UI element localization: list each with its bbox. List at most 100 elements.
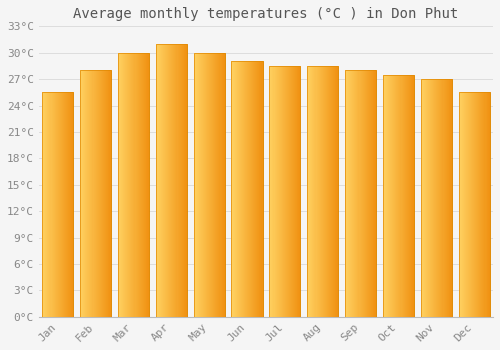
Bar	[334, 66, 335, 317]
Bar	[176, 44, 178, 317]
Bar	[104, 70, 105, 317]
Bar	[132, 53, 134, 317]
Bar	[396, 75, 398, 317]
Bar	[289, 66, 290, 317]
Bar	[199, 53, 200, 317]
Bar	[107, 70, 108, 317]
Bar	[408, 75, 409, 317]
Bar	[421, 79, 452, 317]
Bar	[165, 44, 166, 317]
Bar	[44, 92, 46, 317]
Bar	[125, 53, 126, 317]
Bar	[421, 79, 422, 317]
Bar	[383, 75, 414, 317]
Bar	[425, 79, 426, 317]
Bar	[136, 53, 138, 317]
Bar	[291, 66, 292, 317]
Bar	[280, 66, 282, 317]
Bar	[372, 70, 373, 317]
Bar	[446, 79, 448, 317]
Bar	[67, 92, 68, 317]
Bar	[69, 92, 70, 317]
Bar	[402, 75, 404, 317]
Bar	[368, 70, 369, 317]
Bar	[252, 62, 253, 317]
Bar	[298, 66, 300, 317]
Bar	[122, 53, 123, 317]
Bar	[143, 53, 144, 317]
Bar	[464, 92, 465, 317]
Bar	[82, 70, 83, 317]
Bar	[325, 66, 326, 317]
Bar	[260, 62, 262, 317]
Bar	[118, 53, 119, 317]
Bar	[434, 79, 435, 317]
Bar	[482, 92, 484, 317]
Bar	[68, 92, 69, 317]
Bar	[98, 70, 100, 317]
Bar	[472, 92, 473, 317]
Bar	[470, 92, 471, 317]
Bar	[144, 53, 145, 317]
Bar	[329, 66, 330, 317]
Bar	[126, 53, 127, 317]
Bar	[65, 92, 66, 317]
Bar	[473, 92, 474, 317]
Bar	[80, 70, 81, 317]
Bar	[156, 44, 187, 317]
Bar	[316, 66, 318, 317]
Bar	[123, 53, 124, 317]
Bar	[211, 53, 212, 317]
Bar	[438, 79, 440, 317]
Bar	[249, 62, 250, 317]
Bar	[174, 44, 176, 317]
Bar	[337, 66, 338, 317]
Bar	[283, 66, 284, 317]
Bar	[194, 53, 196, 317]
Bar	[106, 70, 107, 317]
Bar	[333, 66, 334, 317]
Bar	[307, 66, 338, 317]
Bar	[142, 53, 143, 317]
Bar	[109, 70, 110, 317]
Bar	[209, 53, 210, 317]
Bar	[349, 70, 350, 317]
Bar	[423, 79, 424, 317]
Bar	[475, 92, 476, 317]
Bar	[94, 70, 96, 317]
Bar	[393, 75, 394, 317]
Bar	[102, 70, 103, 317]
Bar	[168, 44, 169, 317]
Bar	[354, 70, 356, 317]
Bar	[421, 79, 452, 317]
Bar	[61, 92, 62, 317]
Bar	[148, 53, 149, 317]
Bar	[471, 92, 472, 317]
Bar	[96, 70, 98, 317]
Bar	[442, 79, 444, 317]
Bar	[90, 70, 92, 317]
Bar	[282, 66, 283, 317]
Bar	[431, 79, 432, 317]
Bar	[167, 44, 168, 317]
Bar	[238, 62, 240, 317]
Bar	[182, 44, 184, 317]
Bar	[450, 79, 451, 317]
Bar	[134, 53, 136, 317]
Bar	[345, 70, 346, 317]
Bar	[83, 70, 84, 317]
Bar	[236, 62, 238, 317]
Bar	[157, 44, 158, 317]
Bar	[284, 66, 285, 317]
Bar	[100, 70, 101, 317]
Bar	[374, 70, 375, 317]
Bar	[285, 66, 286, 317]
Bar	[244, 62, 245, 317]
Bar	[346, 70, 347, 317]
Bar	[234, 62, 236, 317]
Bar	[293, 66, 294, 317]
Bar	[70, 92, 71, 317]
Bar	[184, 44, 186, 317]
Bar	[486, 92, 488, 317]
Bar	[180, 44, 182, 317]
